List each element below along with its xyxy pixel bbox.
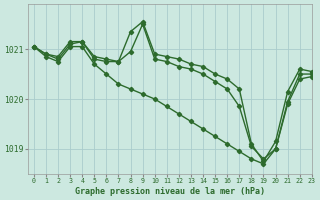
X-axis label: Graphe pression niveau de la mer (hPa): Graphe pression niveau de la mer (hPa) [75,187,265,196]
